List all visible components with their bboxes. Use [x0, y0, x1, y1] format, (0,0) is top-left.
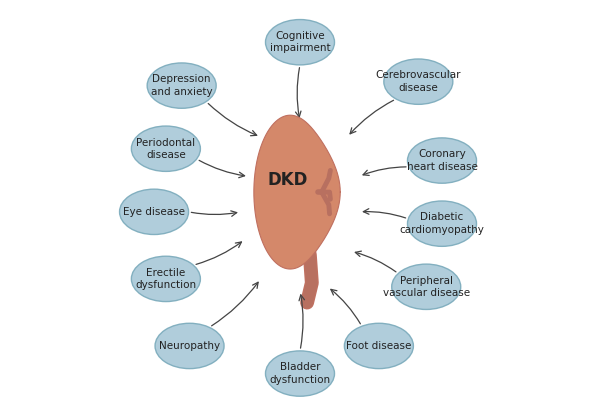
Ellipse shape [155, 323, 224, 369]
Text: Cognitive
impairment: Cognitive impairment [269, 31, 331, 54]
Text: Eye disease: Eye disease [123, 207, 185, 217]
Text: DKD: DKD [268, 171, 308, 189]
Ellipse shape [407, 138, 476, 183]
Text: Cerebrovascular
disease: Cerebrovascular disease [376, 70, 461, 93]
Ellipse shape [265, 20, 335, 65]
Ellipse shape [407, 201, 476, 246]
Ellipse shape [119, 189, 188, 234]
Text: Peripheral
vascular disease: Peripheral vascular disease [383, 276, 470, 298]
Ellipse shape [392, 264, 461, 310]
Text: Neuropathy: Neuropathy [159, 341, 220, 351]
Ellipse shape [344, 323, 413, 369]
Text: Coronary
heart disease: Coronary heart disease [407, 149, 478, 172]
Polygon shape [254, 115, 340, 269]
Text: Diabetic
cardiomyopathy: Diabetic cardiomyopathy [400, 212, 484, 235]
Ellipse shape [131, 126, 200, 172]
Ellipse shape [147, 63, 216, 108]
Ellipse shape [384, 59, 453, 104]
Text: Erectile
dysfunction: Erectile dysfunction [136, 268, 196, 290]
Text: Bladder
dysfunction: Bladder dysfunction [269, 362, 331, 385]
Text: Periodontal
disease: Periodontal disease [136, 138, 196, 160]
Ellipse shape [131, 256, 200, 302]
Ellipse shape [265, 351, 335, 396]
Text: Foot disease: Foot disease [346, 341, 412, 351]
Text: Depression
and anxiety: Depression and anxiety [151, 74, 212, 97]
